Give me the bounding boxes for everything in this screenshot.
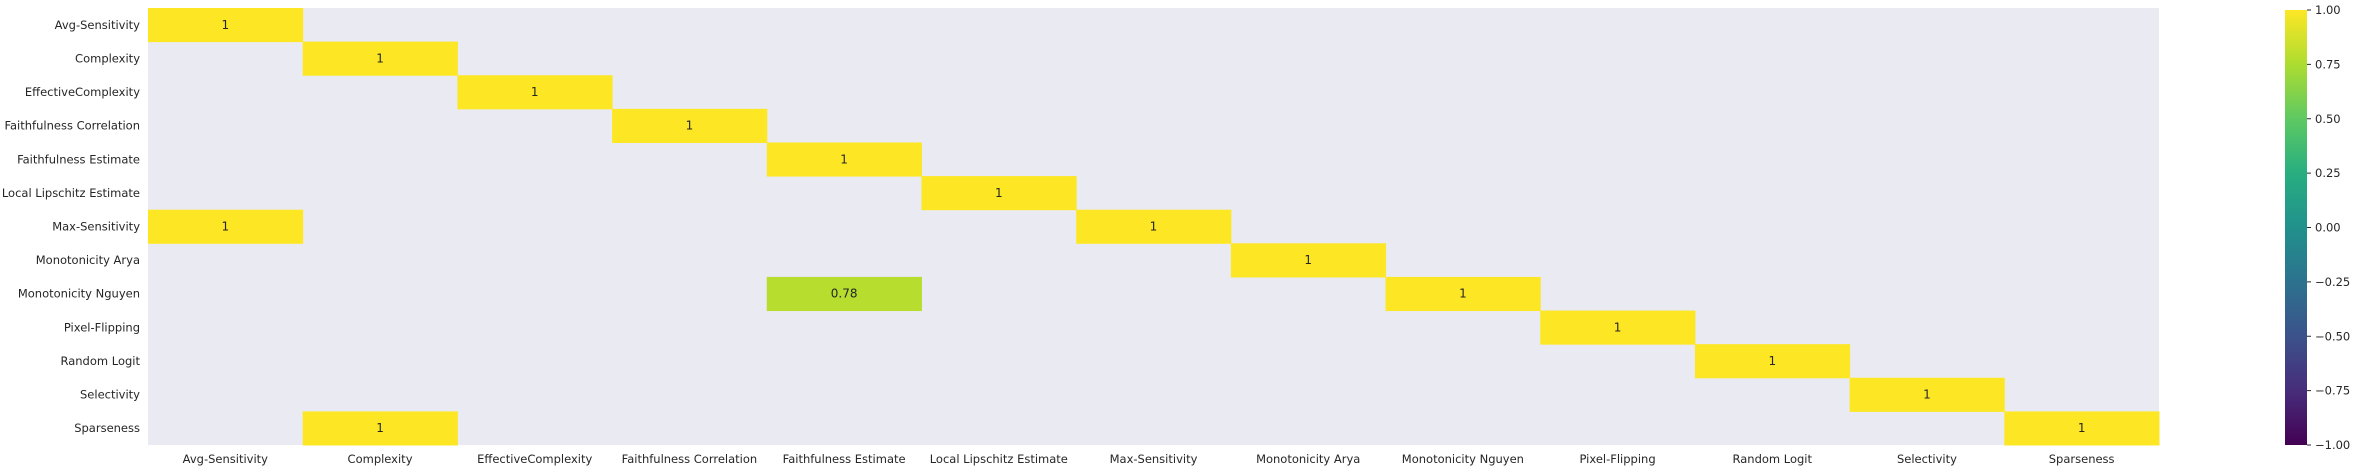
x-tick-label: Random Logit [1733,452,1813,466]
heatmap-cell [1385,276,1541,312]
heatmap-cell-value: 1 [1923,388,1931,402]
y-tick-label: Pixel-Flipping [64,320,140,334]
x-tick-label: Monotonicity Arya [1256,452,1360,466]
x-tick-label: Complexity [348,452,413,466]
heatmap-cell-value: 0.78 [831,287,858,301]
x-axis-tick-labels: Avg-Sensitivity Complexity EffectiveComple… [183,452,2115,466]
y-tick-label: Complexity [75,51,140,65]
y-tick-label: Selectivity [80,388,140,402]
heatmap-cells [148,8,2160,446]
y-axis-tick-labels: Avg-Sensitivity Complexity EffectiveComple… [2,18,141,435]
y-tick-label: EffectiveComplexity [25,85,140,99]
y-tick-label: Sparseness [74,421,140,435]
x-tick-label: EffectiveComplexity [477,452,592,466]
x-tick-label: Avg-Sensitivity [183,452,269,466]
x-tick-label: Monotonicity Nguyen [1402,452,1524,466]
colorbar-tick-label: 0.75 [2315,57,2341,71]
heatmap-cell [766,276,922,312]
heatmap-cell [766,142,922,177]
x-tick-label: Local Lipschitz Estimate [930,452,1068,466]
heatmap-cell-value: 1 [1304,253,1312,267]
colorbar-tick-label: −0.75 [2315,384,2350,398]
heatmap-cell-value: 1 [222,18,230,32]
colorbar-tick-label: 1.00 [2315,3,2341,17]
x-tick-label: Max-Sensitivity [1110,452,1198,466]
colorbar-tick-label: −0.25 [2315,275,2350,289]
y-tick-label: Avg-Sensitivity [55,18,141,32]
y-tick-label: Monotonicity Arya [36,253,140,267]
y-tick-label: Faithfulness Estimate [17,152,140,166]
colorbar-tick-labels: 1.00 0.75 0.50 0.25 0.00 −0.25 −0.50 −0.75 −1.00 [2307,3,2350,452]
heatmap-cell [1076,209,1232,244]
x-tick-label: Sparseness [2049,452,2115,466]
heatmap-cell-value: 1 [1768,354,1776,368]
heatmap-cell-value: 1 [376,421,384,435]
colorbar-tick-label: 0.25 [2315,166,2341,180]
heatmap-cell-value: 1 [686,119,694,133]
heatmap-cell [1694,344,1851,379]
heatmap-cell-value: 1 [2078,421,2086,435]
heatmap-cell [302,411,458,446]
heatmap-cell-value: 1 [995,186,1003,200]
heatmap-cell-value: 1 [1459,287,1467,301]
x-tick-label: Faithfulness Correlation [622,452,758,466]
heatmap-cell-value: 1 [840,152,848,166]
y-tick-label: Faithfulness Correlation [4,119,140,133]
heatmap-cell [457,75,613,110]
heatmap-cell-value: 1 [531,85,539,99]
heatmap-cell [302,41,458,76]
heatmap-cell-value: 1 [376,51,384,65]
heatmap-cell-value: 1 [222,220,230,234]
heatmap-cell-labels: 1 1 1 1 1 1 1 1 1 0.78 1 1 1 1 1 1 [222,18,2086,435]
heatmap-cell [1540,310,1696,345]
colorbar-tick-label: 0.50 [2315,112,2341,126]
colorbar-tick-label: −0.50 [2315,329,2350,343]
x-tick-label: Faithfulness Estimate [783,452,906,466]
y-tick-label: Monotonicity Nguyen [18,287,140,301]
colorbar [2285,10,2307,445]
heatmap-cell [1230,243,1387,278]
heatmap-cell-value: 1 [1614,320,1622,334]
heatmap-cell [921,176,1077,211]
colorbar-tick-label: −1.00 [2315,438,2350,452]
x-tick-label: Selectivity [1897,452,1957,466]
y-tick-label: Max-Sensitivity [52,220,140,234]
heatmap-cell [2004,411,2160,446]
x-tick-label: Pixel-Flipping [1580,452,1656,466]
heatmap-cell [1849,377,2005,412]
colorbar-tick-label: 0.00 [2315,221,2341,235]
y-tick-label: Random Logit [60,354,140,368]
heatmap-cell [148,8,304,43]
heatmap-cell [148,209,304,244]
heatmap-cell-value: 1 [1150,220,1158,234]
y-tick-label: Local Lipschitz Estimate [2,186,140,200]
heatmap-cell [612,108,768,143]
